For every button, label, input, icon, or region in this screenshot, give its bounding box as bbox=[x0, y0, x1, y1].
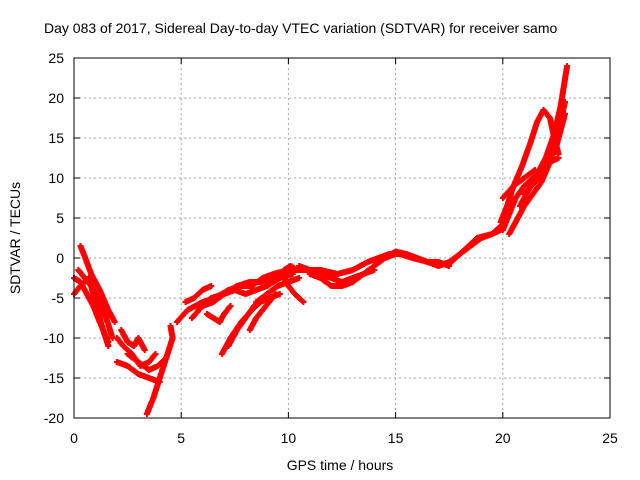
series-track-a bbox=[77, 243, 118, 325]
data-marks-track-s bbox=[274, 263, 300, 281]
data-marks-track-n bbox=[203, 303, 234, 325]
y-tick-label: 15 bbox=[48, 130, 64, 146]
x-tick-label: 20 bbox=[495, 430, 511, 446]
data-marks-track-h bbox=[143, 323, 176, 417]
x-tick-label: 10 bbox=[281, 430, 297, 446]
y-tick-label: -15 bbox=[44, 370, 64, 386]
data-marks-track-w bbox=[371, 248, 453, 269]
x-tick-label: 25 bbox=[602, 430, 618, 446]
series-track-d bbox=[75, 267, 116, 341]
series-track-ac bbox=[521, 111, 568, 197]
data-marks-track-q bbox=[246, 291, 279, 333]
data-marks-track-v bbox=[306, 267, 378, 289]
series-track-y bbox=[497, 107, 562, 225]
axis-ticks: 0 5 10 15 20 25 -20 -15 -10 -5 0 5 10 15 20 25 bbox=[44, 50, 618, 446]
y-tick-label: 10 bbox=[48, 170, 64, 186]
y-tick-label: -10 bbox=[44, 330, 64, 346]
data-marks-track-d bbox=[75, 267, 116, 341]
grid bbox=[74, 58, 610, 418]
chart-title: Day 083 of 2017, Sidereal Day-to-day VTE… bbox=[44, 20, 557, 36]
plot-frame bbox=[73, 57, 611, 419]
y-tick-label: 5 bbox=[56, 210, 64, 226]
series-track-i bbox=[118, 327, 148, 353]
data-marks-track-m bbox=[182, 283, 215, 305]
data-marks-track-y bbox=[497, 107, 562, 225]
y-axis-label: SDTVAR / TECUs bbox=[7, 182, 23, 294]
series-track-m bbox=[182, 283, 215, 305]
y-tick-label: 0 bbox=[56, 250, 64, 266]
data-marks-track-a bbox=[77, 243, 118, 325]
series-track-q bbox=[246, 291, 279, 333]
series-track-s bbox=[274, 263, 300, 281]
data-points bbox=[71, 63, 571, 417]
x-axis-label: GPS time / hours bbox=[287, 457, 394, 473]
data-marks-track-ac bbox=[521, 111, 568, 197]
series-track-j bbox=[173, 227, 504, 325]
y-tick-label: 20 bbox=[48, 90, 64, 106]
series-track-v bbox=[306, 267, 378, 289]
data-marks-track-ad bbox=[499, 167, 538, 201]
series-track-t bbox=[281, 275, 307, 305]
data-marks-track-i bbox=[118, 327, 148, 353]
y-tick-label: -5 bbox=[52, 290, 65, 306]
x-tick-label: 5 bbox=[177, 430, 185, 446]
series-track-f bbox=[113, 359, 163, 385]
series-track-n bbox=[203, 303, 234, 325]
y-tick-label: -20 bbox=[44, 410, 64, 426]
series-track-ad bbox=[499, 167, 538, 201]
x-tick-label: 15 bbox=[388, 430, 404, 446]
data-marks-track-j bbox=[173, 227, 504, 325]
data-marks-track-t bbox=[281, 275, 307, 305]
series-track-h bbox=[143, 323, 176, 417]
x-tick-label: 0 bbox=[70, 430, 78, 446]
data-marks-track-f bbox=[113, 359, 163, 385]
y-tick-label: 25 bbox=[48, 50, 64, 66]
series-track-w bbox=[371, 248, 453, 269]
